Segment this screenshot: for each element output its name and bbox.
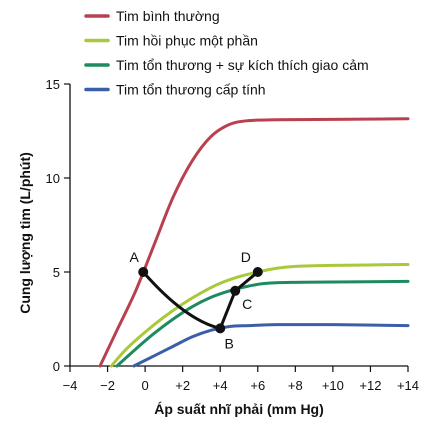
legend-label: Tim hồi phục một phần bbox=[116, 33, 258, 49]
state-path: A B C D bbox=[130, 249, 263, 351]
x-tick-label: +4 bbox=[213, 378, 228, 393]
y-ticks: 0 5 10 15 bbox=[46, 77, 70, 374]
legend-label: Tim bình thường bbox=[116, 8, 220, 24]
y-tick-label: 10 bbox=[46, 171, 60, 186]
point-label-d: D bbox=[241, 249, 251, 265]
point-marker-c bbox=[230, 285, 241, 296]
x-tick-label: +6 bbox=[250, 378, 265, 393]
x-axis-title: Áp suất nhĩ phải (mm Hg) bbox=[154, 401, 324, 417]
x-tick-label: 0 bbox=[141, 378, 148, 393]
series-lines bbox=[98, 117, 410, 368]
series-line-4 bbox=[132, 323, 410, 368]
y-tick-label: 5 bbox=[53, 265, 60, 280]
point-label-b: B bbox=[225, 335, 234, 351]
legend-label: Tim tổn thương cấp tính bbox=[116, 82, 266, 98]
point-marker-a bbox=[138, 267, 149, 277]
series-line-3 bbox=[115, 279, 410, 368]
legend: Tim bình thường Tim hồi phục một phần Tim … bbox=[84, 8, 369, 98]
series-line-1 bbox=[98, 117, 410, 368]
point-marker-d bbox=[252, 267, 263, 277]
x-tick-label: +12 bbox=[359, 378, 381, 393]
x-tick-label: +10 bbox=[322, 378, 344, 393]
x-ticks: −4 −2 0 +2 +4 +6 +8 +10 +12 +14 bbox=[63, 366, 419, 393]
x-tick-label: −2 bbox=[100, 378, 115, 393]
legend-label: Tim tổn thương + sự kích thích giao cảm bbox=[116, 57, 369, 73]
x-tick-label: +2 bbox=[175, 378, 190, 393]
point-label-a: A bbox=[130, 249, 140, 265]
x-tick-label: +14 bbox=[397, 378, 419, 393]
y-tick-label: 0 bbox=[53, 359, 60, 374]
y-tick-label: 15 bbox=[46, 77, 60, 92]
series-line-2 bbox=[109, 262, 410, 368]
point-label-c: C bbox=[242, 296, 252, 312]
x-tick-label: −4 bbox=[63, 378, 78, 393]
axes bbox=[69, 84, 408, 367]
y-axis-title: Cung lượng tim (L/phút) bbox=[17, 152, 33, 314]
x-tick-label: +8 bbox=[288, 378, 303, 393]
point-marker-b bbox=[215, 323, 226, 334]
